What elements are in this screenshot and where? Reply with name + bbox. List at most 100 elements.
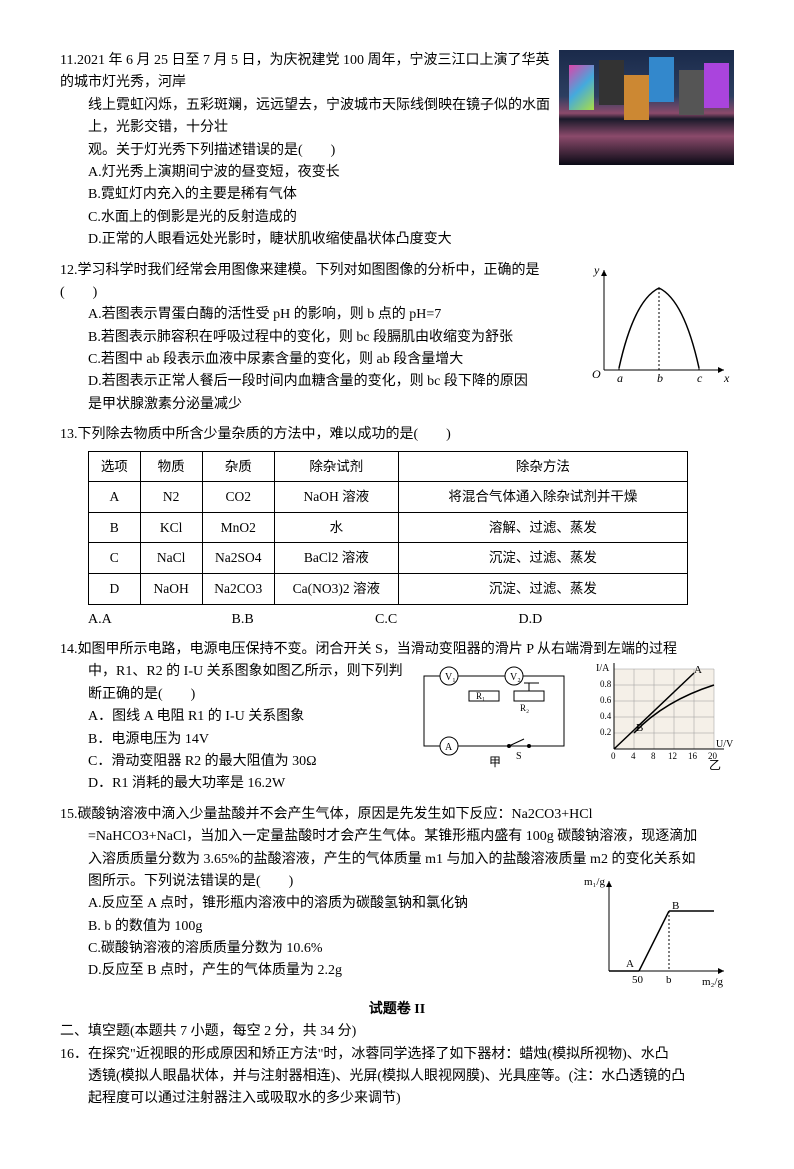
svg-text:I/A: I/A [596,663,610,674]
svg-text:B: B [636,722,643,734]
cell: A [89,482,141,513]
cell: 溶解、过滤、蒸发 [398,512,687,543]
svg-text:m₂/g: m₂/g [702,976,723,988]
th-impurity: 杂质 [202,451,274,482]
svg-text:A: A [445,742,453,753]
cell: 沉淀、过滤、蒸发 [398,543,687,574]
cell: NaOH 溶液 [274,482,398,513]
svg-text:0.4: 0.4 [600,711,612,721]
city-night-image [559,50,734,165]
cell: CO2 [202,482,274,513]
q11-number: 11. [60,53,77,68]
q13-line1: 13.下列除去物质中所含少量杂质的方法中，难以成功的是( ) [60,424,734,446]
m1-m2-graph: A B m₁/g m₂/g 50 b [584,871,734,991]
svg-text:乙: 乙 [709,758,721,771]
q14-number: 14. [60,642,78,657]
svg-text:R₂: R₂ [520,703,529,713]
svg-text:U/V: U/V [716,739,734,750]
svg-text:0: 0 [611,751,616,761]
svg-text:R₁: R₁ [476,691,485,701]
q11-option-c: C.水面上的倒影是光的反射造成的 [60,207,734,229]
q12-number: 12. [60,263,78,278]
svg-text:4: 4 [631,751,636,761]
cell: D [89,574,141,605]
svg-text:12: 12 [668,751,677,761]
table-row: D NaOH Na2CO3 Ca(NO3)2 溶液 沉淀、过滤、蒸发 [89,574,688,605]
svg-text:0.8: 0.8 [600,679,612,689]
circuit-and-graph: V₁ V₂ R₁ R₂ A S 甲 [414,661,734,771]
cell: Na2SO4 [202,543,274,574]
cell: 水 [274,512,398,543]
cell: 沉淀、过滤、蒸发 [398,574,687,605]
section-2-header: 二、填空题(本题共 7 小题，每空 2 分，共 34 分) [60,1021,734,1043]
q14-stem-a: 如图甲所示电路，电源电压保持不变。闭合开关 S，当滑动变阻器的滑片 P 从右端滑… [78,642,678,657]
q13-number: 13. [60,427,78,442]
q15-line1: 15.碳酸钠溶液中滴入少量盐酸并不会产生气体，原因是先发生如下反应：Na2CO3… [60,804,734,826]
q15-stem-b: =NaHCO3+NaCl，当加入一定量盐酸时才会产生气体。某锥形瓶内盛有 100… [60,826,734,848]
question-11: 11.2021 年 6 月 25 日至 7 月 5 日，为庆祝建党 100 周年… [60,50,734,252]
q13-abcd: A.A B.B C.C D.D [60,609,734,631]
q16-line1: 16．在探究"近视眼的形成原因和矫正方法"时，冰蓉同学选择了如下器材：蜡烛(模拟… [60,1044,734,1066]
cell: B [89,512,141,543]
svg-text:B: B [672,900,679,912]
svg-text:8: 8 [651,751,656,761]
q12-option-d2: 是甲状腺激素分泌量减少 [60,394,734,416]
q11-option-a: A.灯光秀上演期间宁波的昼变短，夜变长 [60,162,734,184]
th-option: 选项 [89,451,141,482]
cell: N2 [140,482,202,513]
q14-option-d: D．R1 消耗的最大功率是 16.2W [60,773,734,795]
cell: BaCl2 溶液 [274,543,398,574]
q16-number: 16． [60,1047,88,1062]
q13-abcd-b: B.B [232,609,372,631]
section-2-title: 试题卷 II [60,999,734,1021]
cell: NaOH [140,574,202,605]
q11-stem-a: 2021 年 6 月 25 日至 7 月 5 日，为庆祝建党 100 周年，宁波… [60,53,549,90]
question-12: O a b c x y 12.学习科学时我们经常会用图像来建模。下列对如图图像的… [60,260,734,417]
q12-stem: 学习科学时我们经常会用图像来建模。下列对如图图像的分析中，正确的是( ) [60,263,540,300]
cell: 将混合气体通入除杂试剂并干燥 [398,482,687,513]
svg-text:50: 50 [632,974,644,986]
q15-stem-a: 碳酸钠溶液中滴入少量盐酸并不会产生气体，原因是先发生如下反应：Na2CO3+HC… [78,807,593,822]
svg-text:A: A [626,958,634,970]
svg-text:S: S [516,751,522,762]
q15-stem-c: 入溶质质量分数为 3.65%的盐酸溶液，产生的气体质量 m1 与加入的盐酸溶液质… [60,849,734,871]
cell: NaCl [140,543,202,574]
q11-option-d: D.正常的人眼看远处光影时，睫状肌收缩使晶状体凸度变大 [60,229,734,251]
question-14: 14.如图甲所示电路，电源电压保持不变。闭合开关 S，当滑动变阻器的滑片 P 从… [60,639,734,796]
q16-stem-c: 起程度可以通过注射器注入或吸取水的多少来调节) [60,1088,734,1110]
q13-abcd-a: A.A [88,609,228,631]
table-row: A N2 CO2 NaOH 溶液 将混合气体通入除杂试剂并干燥 [89,482,688,513]
th-reagent: 除杂试剂 [274,451,398,482]
cell: MnO2 [202,512,274,543]
svg-text:V₁: V₁ [445,672,456,683]
question-13: 13.下列除去物质中所含少量杂质的方法中，难以成功的是( ) 选项 物质 杂质 … [60,424,734,631]
question-15: 15.碳酸钠溶液中滴入少量盐酸并不会产生气体，原因是先发生如下反应：Na2CO3… [60,804,734,991]
q13-abcd-d: D.D [519,609,659,631]
svg-text:m₁/g: m₁/g [584,876,605,888]
svg-text:V₂: V₂ [510,672,521,683]
table-header-row: 选项 物质 杂质 除杂试剂 除杂方法 [89,451,688,482]
cell: Na2CO3 [202,574,274,605]
q16-stem-b: 透镜(模拟人眼晶状体，并与注射器相连)、光屏(模拟人眼视网膜)、光具座等。(注：… [60,1066,734,1088]
table-row: B KCl MnO2 水 溶解、过滤、蒸发 [89,512,688,543]
svg-text:16: 16 [688,751,698,761]
q13-stem: 下列除去物质中所含少量杂质的方法中，难以成功的是( ) [78,427,451,442]
svg-text:A: A [694,664,702,676]
tick-c: c [697,371,703,385]
svg-text:b: b [666,974,672,986]
bell-curve-graph: O a b c x y [584,260,734,390]
tick-b: b [657,371,663,385]
th-method: 除杂方法 [398,451,687,482]
cell: KCl [140,512,202,543]
table-row: C NaCl Na2SO4 BaCl2 溶液 沉淀、过滤、蒸发 [89,543,688,574]
svg-text:O: O [592,367,601,381]
cell: C [89,543,141,574]
svg-text:甲: 甲 [489,755,501,769]
svg-text:0.2: 0.2 [600,727,611,737]
q15-number: 15. [60,807,78,822]
q13-abcd-c: C.C [375,609,515,631]
q14-line1: 14.如图甲所示电路，电源电压保持不变。闭合开关 S，当滑动变阻器的滑片 P 从… [60,639,734,661]
th-substance: 物质 [140,451,202,482]
svg-text:x: x [723,371,730,385]
svg-text:0.6: 0.6 [600,695,612,705]
